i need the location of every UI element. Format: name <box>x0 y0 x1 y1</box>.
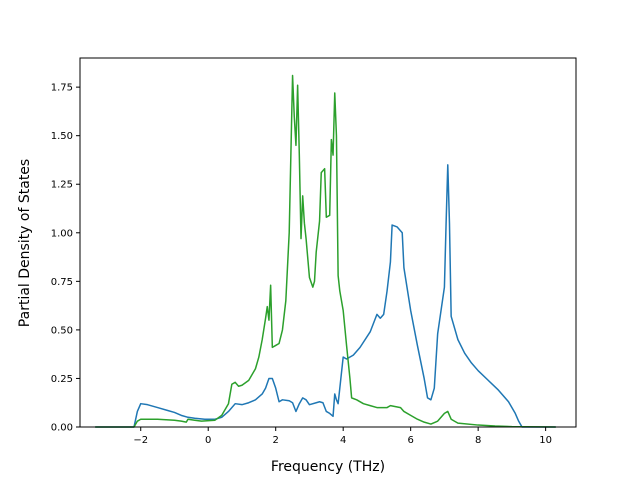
series-line-1 <box>95 164 556 428</box>
y-tick-label: 1.00 <box>51 228 73 239</box>
y-axis-label: Partial Density of States <box>17 159 33 327</box>
x-axis-ticks: −2 0 2 4 6 8 10 <box>133 427 552 446</box>
plot-frame <box>79 57 577 428</box>
plot-area <box>80 58 576 427</box>
series-layer <box>95 74 556 428</box>
y-tick-label: 0.75 <box>51 277 73 288</box>
y-tick-label: 1.50 <box>51 131 73 142</box>
x-axis-label: Frequency (THz) <box>271 459 385 475</box>
y-tick-label: 0.00 <box>51 423 73 434</box>
y-tick-label: 0.25 <box>51 374 73 385</box>
x-tick-label: 4 <box>340 435 346 446</box>
x-tick-label: 8 <box>475 435 481 446</box>
x-tick-label: 10 <box>539 435 552 446</box>
y-tick-label: 1.25 <box>51 180 73 191</box>
y-tick-label: 0.50 <box>51 325 73 336</box>
x-tick-label: 2 <box>273 435 279 446</box>
x-tick-label: −2 <box>133 435 148 446</box>
y-axis-ticks: 0.00 0.25 0.50 0.75 1.00 1.25 1.50 1.75 <box>51 83 80 434</box>
x-tick-label: 6 <box>407 435 413 446</box>
x-tick-label: 0 <box>205 435 211 446</box>
series-line-2 <box>95 74 556 428</box>
y-tick-label: 1.75 <box>51 83 73 94</box>
